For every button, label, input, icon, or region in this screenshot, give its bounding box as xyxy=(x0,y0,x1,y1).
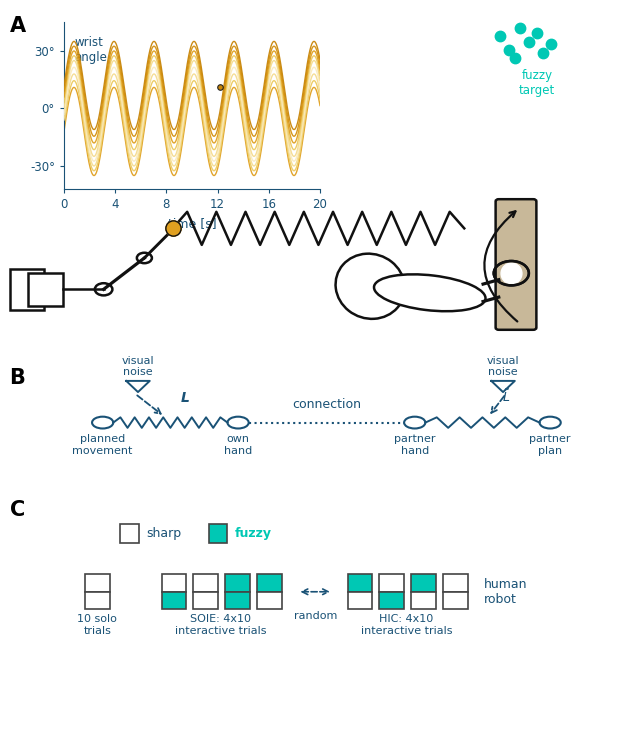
Text: connection: connection xyxy=(292,398,361,411)
Text: partner
plan: partner plan xyxy=(529,434,571,456)
Text: C: C xyxy=(10,500,25,520)
X-axis label: time [s]: time [s] xyxy=(168,216,216,230)
Bar xyxy=(161,592,186,609)
Bar xyxy=(209,524,227,543)
Text: B: B xyxy=(10,368,26,388)
Ellipse shape xyxy=(335,253,404,319)
Bar xyxy=(257,574,282,592)
Bar xyxy=(225,592,250,609)
Bar xyxy=(193,574,218,592)
Text: HIC: 4x10
interactive trials: HIC: 4x10 interactive trials xyxy=(361,614,452,636)
Text: partner
hand: partner hand xyxy=(394,434,435,456)
Text: fuzzy: fuzzy xyxy=(234,527,271,540)
Text: fuzzy
target: fuzzy target xyxy=(519,70,556,98)
Bar xyxy=(85,592,109,609)
Bar xyxy=(411,574,436,592)
Bar xyxy=(85,574,109,592)
Bar xyxy=(161,574,186,592)
Bar xyxy=(348,592,372,609)
Text: A: A xyxy=(10,16,26,36)
Text: visual
noise: visual noise xyxy=(122,356,154,377)
Text: planned
movement: planned movement xyxy=(72,434,133,456)
Text: L: L xyxy=(180,391,189,405)
Text: random: random xyxy=(294,611,337,621)
Bar xyxy=(120,524,139,543)
FancyBboxPatch shape xyxy=(495,199,536,330)
Text: $\tilde{L}$: $\tilde{L}$ xyxy=(502,388,510,405)
Bar xyxy=(348,574,372,592)
Ellipse shape xyxy=(374,274,486,311)
Text: own
hand: own hand xyxy=(224,434,252,456)
Bar xyxy=(10,269,44,310)
Bar xyxy=(443,574,468,592)
Bar xyxy=(380,574,404,592)
Text: cursor: cursor xyxy=(397,67,435,80)
Bar xyxy=(443,592,468,609)
Bar xyxy=(411,592,436,609)
Text: sharp: sharp xyxy=(146,527,181,540)
Text: SOIE: 4x10
interactive trials: SOIE: 4x10 interactive trials xyxy=(175,614,266,636)
Text: 10 solo
trials: 10 solo trials xyxy=(77,614,117,636)
Bar xyxy=(257,592,282,609)
Bar xyxy=(225,574,250,592)
Bar xyxy=(28,273,63,306)
Bar xyxy=(193,592,218,609)
Text: human
robot: human robot xyxy=(484,578,527,605)
Text: visual
noise: visual noise xyxy=(487,356,519,377)
Text: wrist
angle: wrist angle xyxy=(74,36,107,64)
Bar xyxy=(380,592,404,609)
